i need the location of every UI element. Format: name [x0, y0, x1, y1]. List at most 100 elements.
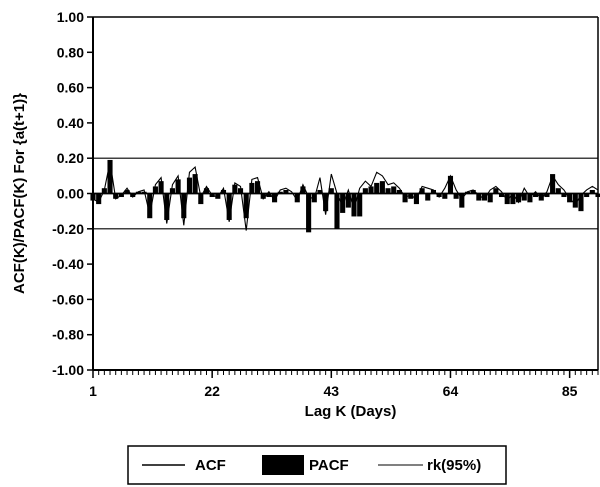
pacf-bar — [481, 193, 488, 201]
pacf-bar — [487, 193, 493, 203]
legend: ACF PACF rk(95%) — [127, 445, 507, 485]
legend-box — [127, 445, 507, 485]
axes: 1.00 0.80 0.60 0.40 0.20 0.00 -0.20 -0.40 -0.60 -… — [11, 9, 599, 420]
y-tick-label: 0.20 — [57, 150, 84, 166]
y-tick-label: -0.20 — [52, 221, 84, 237]
pacf-bar — [124, 189, 130, 194]
pacf-bar — [294, 193, 300, 203]
pacf-bar — [232, 184, 238, 194]
y-tick-label: 0.40 — [57, 115, 84, 131]
pacf-bar — [544, 193, 550, 198]
pacf-bar — [249, 182, 255, 194]
pacf-bar — [368, 186, 374, 194]
pacf-bar — [430, 189, 437, 194]
pacf-bar — [283, 189, 289, 194]
pacf-bar — [425, 193, 431, 201]
legend-pacf-label: PACF — [309, 457, 349, 474]
pacf-bar — [306, 193, 312, 233]
pacf-bar — [164, 193, 170, 220]
y-tick-label: 0.60 — [57, 80, 84, 96]
pacf-bar — [152, 186, 158, 194]
pacf-bar — [391, 186, 397, 194]
pacf-bar — [498, 193, 505, 198]
pacf-bar — [237, 188, 244, 194]
y-tick-label: -0.80 — [52, 327, 84, 343]
pacf-bar — [181, 193, 187, 219]
pacf-bar — [453, 193, 459, 199]
pacf-bar — [198, 193, 204, 205]
pacf-bar — [374, 182, 380, 194]
y-tick-label: 0.80 — [57, 44, 84, 60]
pacf-bar — [107, 159, 113, 194]
x-tick-label: 1 — [89, 383, 97, 399]
pacf-bar — [272, 193, 278, 203]
pacf-bar — [334, 193, 340, 229]
pacf-bar — [192, 174, 198, 194]
pacf-bar — [493, 188, 499, 194]
pacf-bar — [584, 193, 590, 198]
pacf-bar — [362, 188, 368, 194]
y-tick-label: 1.00 — [57, 9, 84, 25]
pacf-bar — [328, 188, 334, 194]
legend-pacf-swatch — [262, 455, 304, 475]
pacf-bar — [447, 175, 454, 194]
x-tick-label: 64 — [443, 383, 459, 399]
pacf-bar — [561, 193, 567, 198]
legend-acf-label: ACF — [195, 457, 226, 474]
acf-line — [92, 161, 599, 231]
x-tick-label: 43 — [324, 383, 340, 399]
pacf-bar — [317, 189, 323, 194]
pacf-bar — [408, 193, 414, 199]
pacf-bar — [243, 193, 249, 219]
x-tick-label: 85 — [562, 383, 578, 399]
pacf-bar — [476, 193, 482, 201]
pacf-bar — [254, 181, 261, 194]
y-tick-label: 0.00 — [57, 186, 84, 202]
pacf-bar — [96, 193, 102, 205]
pacf-bar — [226, 193, 232, 220]
pacf-bar — [510, 193, 516, 205]
pacf-bar — [169, 188, 175, 194]
pacf-bar — [379, 181, 385, 194]
pacf-bar — [516, 193, 522, 203]
pacf-bar — [323, 193, 329, 212]
pacf-bar — [572, 193, 578, 208]
pacf-bar — [419, 188, 425, 194]
pacf-bar — [220, 189, 227, 194]
pacf-bar — [175, 179, 181, 194]
pacf-bar — [340, 193, 346, 213]
pacf-bar — [266, 193, 272, 198]
pacf-bar — [203, 188, 210, 194]
pacf-bar — [158, 181, 164, 194]
pacf-bar — [521, 193, 527, 201]
pacf-bar — [300, 186, 306, 194]
y-tick-label: -0.60 — [52, 291, 84, 307]
pacf-bar — [357, 193, 363, 217]
pacf-bar — [504, 193, 510, 205]
pacf-bar — [260, 193, 266, 199]
pacf-bar — [589, 189, 595, 194]
pacf-bar — [550, 174, 556, 194]
pacf-bar — [402, 193, 408, 203]
pacf-bar — [527, 193, 533, 203]
pacf-bar — [396, 189, 402, 194]
pacf-bar — [442, 193, 448, 199]
pacf-bar — [147, 193, 153, 219]
pacf-bar — [578, 193, 584, 212]
y-axis-title: ACF(K)/PACF(K) For {a(t+1)} — [11, 93, 28, 294]
pacf-bar — [470, 189, 476, 194]
plot-area — [90, 157, 600, 233]
pacf-bar — [186, 177, 193, 194]
y-tick-label: -0.40 — [52, 256, 84, 272]
pacf-bar — [533, 193, 539, 198]
pacf-bar — [436, 193, 442, 198]
pacf-bar — [130, 193, 136, 198]
legend-rk-label: rk(95%) — [427, 457, 481, 474]
pacf-bar — [351, 193, 357, 217]
pacf-bar — [555, 188, 561, 194]
pacf-bar — [459, 193, 465, 208]
pacf-bar — [385, 188, 391, 194]
x-axis-title: Lag K (Days) — [305, 403, 397, 420]
y-tick-label: -1.00 — [52, 362, 84, 378]
